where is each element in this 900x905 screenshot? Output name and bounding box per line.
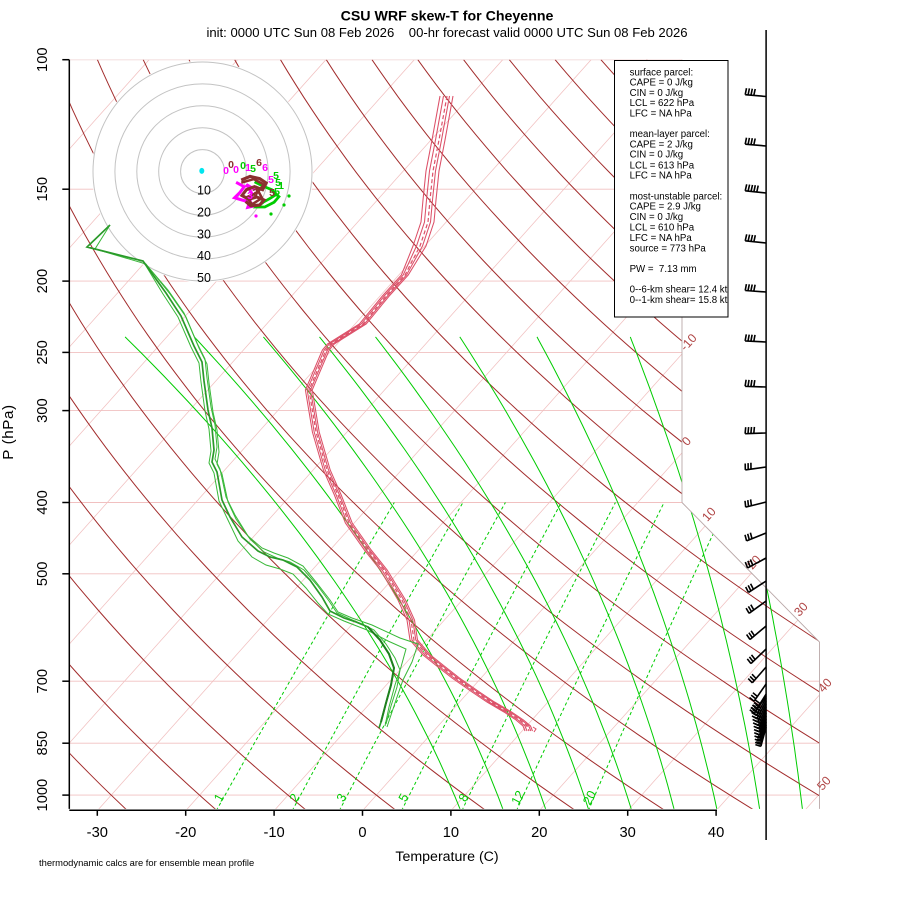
svg-text:700: 700: [35, 669, 51, 694]
svg-text:P (hPa): P (hPa): [0, 404, 17, 459]
svg-text:50: 50: [197, 271, 211, 285]
svg-text:300: 300: [35, 398, 51, 423]
svg-text:6: 6: [262, 162, 268, 174]
svg-text:source = 773 hPa: source = 773 hPa: [630, 243, 707, 254]
svg-text:-20: -20: [175, 825, 196, 841]
svg-text:-30: -30: [87, 825, 108, 841]
svg-text:250: 250: [35, 340, 51, 365]
svg-text:LFC = NA hPa: LFC = NA hPa: [630, 108, 693, 119]
svg-text:10: 10: [443, 825, 459, 841]
svg-text:-10: -10: [263, 825, 284, 841]
svg-text:thermodynamic calcs are for en: thermodynamic calcs are for ensemble mea…: [39, 857, 254, 868]
svg-text:CIN = 0 J/kg: CIN = 0 J/kg: [630, 150, 684, 161]
svg-text:5: 5: [268, 174, 274, 186]
svg-text:10: 10: [197, 184, 211, 198]
svg-text:400: 400: [35, 490, 51, 515]
svg-text:LFC = NA hPa: LFC = NA hPa: [630, 171, 693, 182]
svg-text:PW = 7.13 mm: PW = 7.13 mm: [630, 264, 697, 275]
svg-text:0: 0: [233, 164, 239, 176]
svg-text:0--1-km shear= 15.8 kt: 0--1-km shear= 15.8 kt: [630, 295, 728, 306]
svg-text:30: 30: [197, 227, 211, 241]
svg-text:30: 30: [620, 825, 636, 841]
svg-text:150: 150: [35, 177, 51, 202]
svg-text:Temperature (C): Temperature (C): [395, 849, 498, 865]
svg-text:40: 40: [708, 825, 724, 841]
svg-text:40: 40: [197, 249, 211, 263]
svg-text:0: 0: [358, 825, 366, 841]
svg-text:LFC = NA hPa: LFC = NA hPa: [630, 233, 693, 244]
svg-text:5: 5: [274, 186, 280, 198]
svg-text:20: 20: [531, 825, 547, 841]
svg-text:500: 500: [35, 562, 51, 587]
svg-text:3: 3: [252, 187, 258, 199]
svg-text:CSU WRF skew-T for Cheyenne: CSU WRF skew-T for Cheyenne: [341, 9, 554, 25]
svg-text:1000: 1000: [35, 779, 51, 812]
svg-text:5: 5: [269, 187, 275, 199]
svg-text:850: 850: [35, 731, 51, 756]
svg-text:CAPE = 2.9 J/kg: CAPE = 2.9 J/kg: [630, 202, 701, 213]
svg-text:20: 20: [197, 205, 211, 219]
svg-text:200: 200: [35, 269, 51, 294]
svg-text:init: 0000 UTC Sun 08 Feb 2026: init: 0000 UTC Sun 08 Feb 2026 00-hr for…: [206, 25, 687, 40]
svg-text:100: 100: [35, 47, 51, 72]
